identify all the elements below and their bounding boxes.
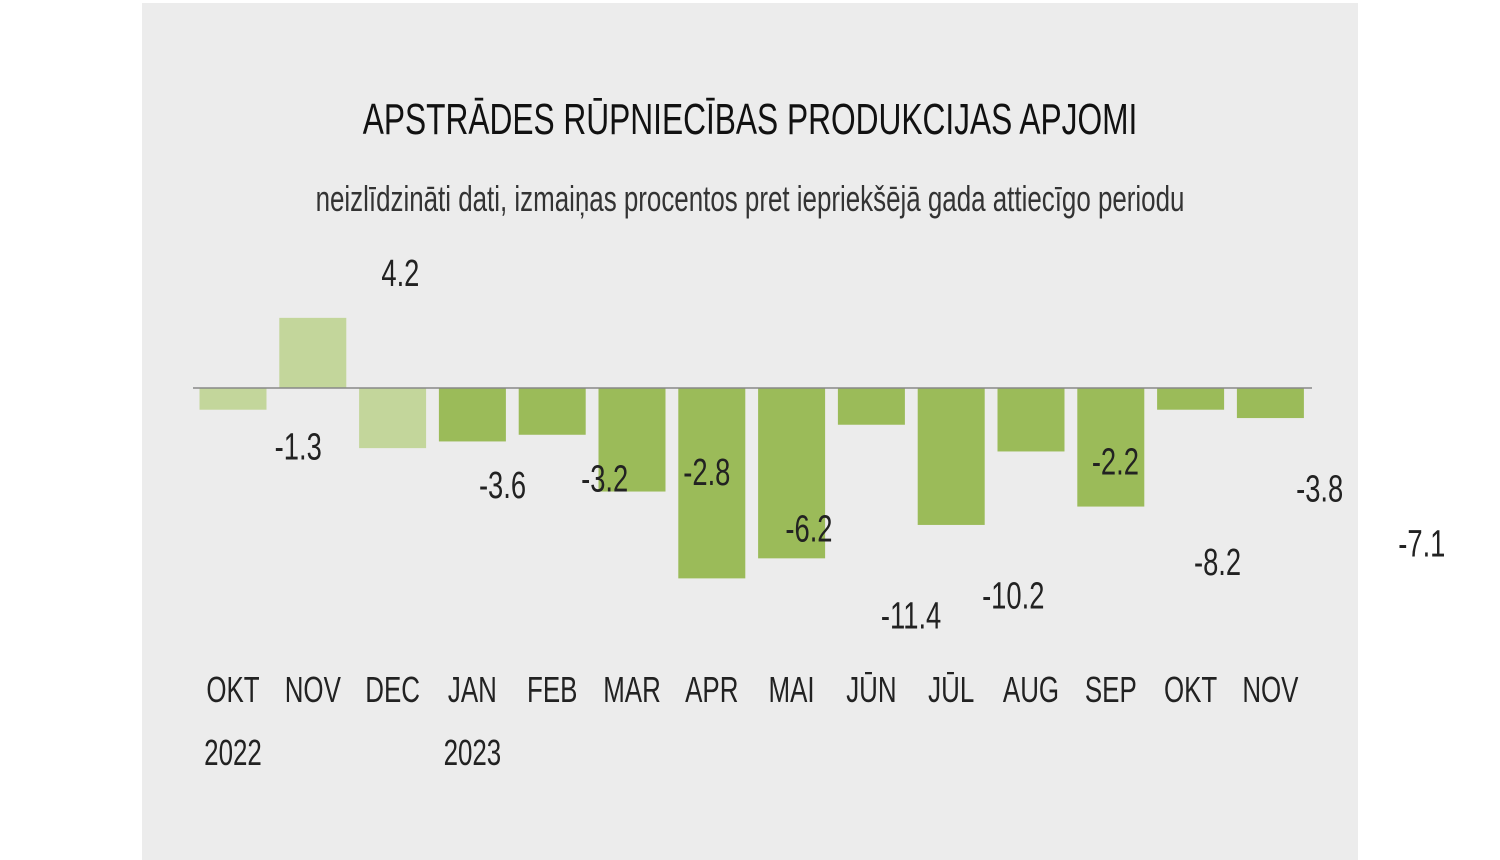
chart-subtitle: neizlīdzināti dati, izmaiņas procentos p…: [315, 178, 1185, 219]
year-label-3: 2023: [444, 733, 502, 773]
bar-6: [678, 388, 746, 579]
value-label-10: -3.8: [1296, 468, 1343, 510]
x-tick-label-10: AUG: [1003, 670, 1059, 710]
x-tick-label-5: MAR: [603, 670, 661, 710]
x-tick-label-6: APR: [685, 670, 738, 710]
bar-1: [279, 317, 347, 388]
bar-11: [1077, 388, 1145, 507]
value-label-2: -3.6: [479, 465, 526, 507]
value-label-8: -2.2: [1092, 441, 1139, 483]
x-tick-label-7: MAI: [769, 670, 815, 710]
value-label-9: -8.2: [1194, 542, 1241, 584]
bar-2: [359, 388, 427, 449]
value-labels-group: -1.3 4.2 -3.6 -3.2 -2.8 -6.2 -11.4 -10.2 -2.2 -8.…: [275, 253, 1446, 638]
x-tick-label-3: JAN: [448, 670, 497, 710]
value-label-5: -6.2: [785, 508, 832, 550]
value-label-6: -11.4: [881, 595, 941, 637]
bar-3: [438, 388, 506, 442]
x-tick-label-13: NOV: [1242, 670, 1298, 710]
bar-12: [1157, 388, 1225, 410]
x-tick-label-9: JŪL: [928, 670, 974, 710]
value-label-7: -10.2: [982, 575, 1044, 617]
x-tick-label-1: NOV: [285, 670, 341, 710]
value-label-4: -2.8: [683, 451, 730, 493]
bar-8: [837, 388, 905, 425]
bar-10: [997, 388, 1065, 452]
bar-4: [518, 388, 586, 435]
x-tick-label-2: DEC: [365, 670, 420, 710]
x-tick-labels-group: OKT 2022 NOV DEC JAN 2023 FEB MAR APR MAI JŪN JŪL AU…: [204, 670, 1298, 773]
value-label-0: -1.3: [275, 426, 322, 468]
bar-9: [917, 388, 985, 525]
chart-title: APSTRĀDES RŪPNIECĪBAS PRODUKCIJAS APJOMI: [362, 95, 1138, 144]
chart-panel: [142, 3, 1358, 860]
value-label-1: 4.2: [381, 253, 419, 295]
x-tick-label-4: FEB: [527, 670, 577, 710]
x-tick-label-0: OKT: [206, 670, 259, 710]
value-label-3: -3.2: [581, 458, 628, 500]
x-tick-label-12: OKT: [1164, 670, 1217, 710]
bar-13: [1236, 388, 1304, 419]
bar-5: [598, 388, 666, 492]
x-tick-label-8: JŪN: [846, 670, 896, 710]
bar-7: [758, 388, 826, 559]
year-label-0: 2022: [204, 733, 262, 773]
bars-group: [199, 317, 1304, 579]
x-tick-label-11: SEP: [1085, 670, 1137, 710]
value-label-11: -7.1: [1398, 523, 1445, 565]
bar-0: [199, 388, 267, 410]
